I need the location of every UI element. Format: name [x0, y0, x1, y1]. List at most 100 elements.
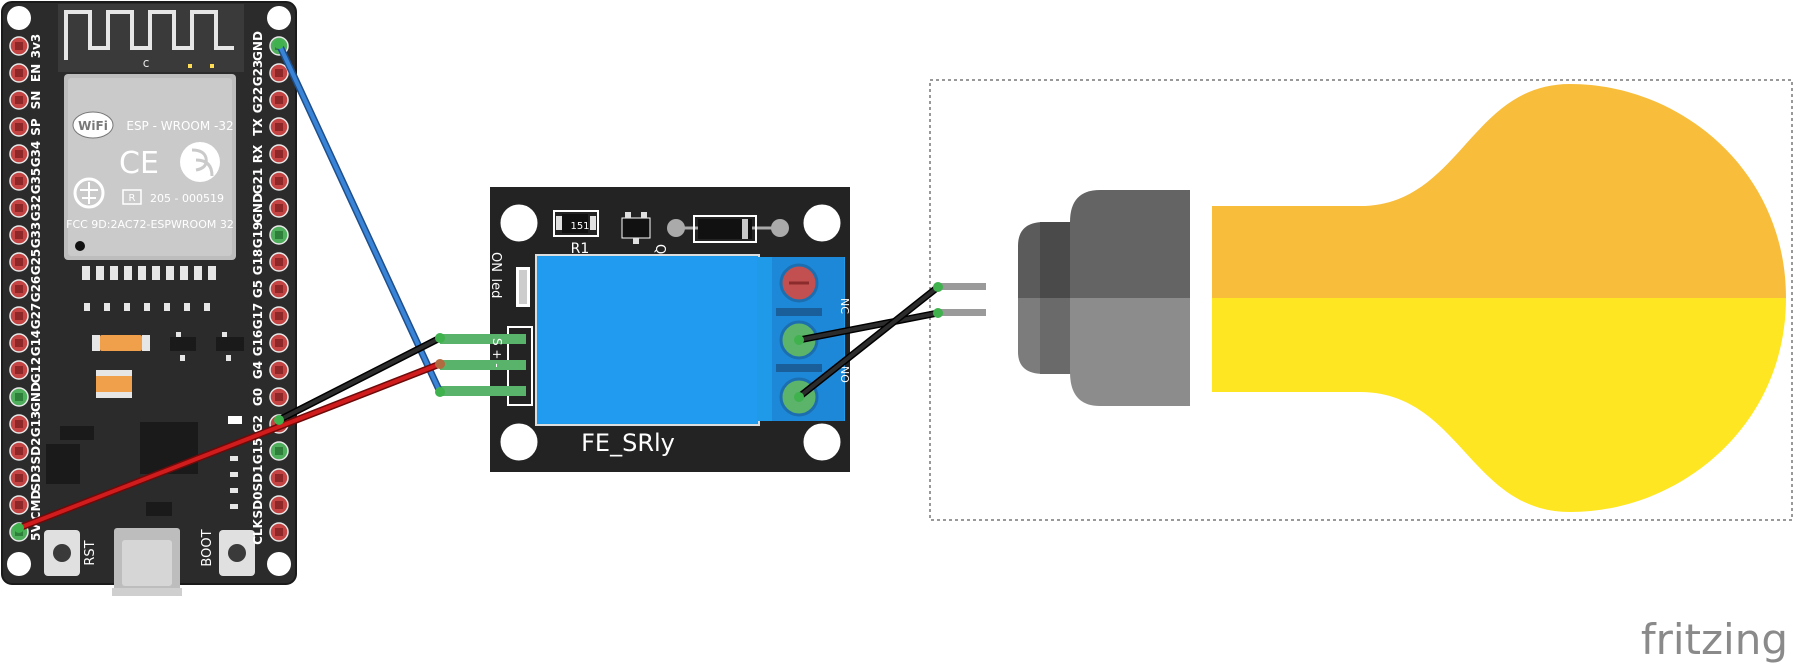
smd-components — [46, 303, 244, 516]
right-pin-socket — [275, 393, 283, 401]
right-pin-socket — [275, 177, 283, 185]
left-pin-socket — [15, 258, 23, 266]
boot-label: BOOT — [200, 529, 215, 566]
mount-hole — [267, 552, 291, 576]
esp32-board: c WiFi ESP - WROOM -32 CE — [1, 1, 297, 596]
relay-name: FE_SRly — [581, 429, 675, 457]
bluetooth-logo — [180, 142, 220, 182]
mount-hole — [497, 201, 541, 245]
right-pin-socket — [275, 69, 283, 77]
left-pin-label: GND — [29, 382, 43, 412]
led-label: ON_led — [488, 252, 503, 298]
left-pin-label: G13 — [29, 411, 43, 438]
left-pin-label: SP — [29, 118, 43, 136]
right-pin-socket — [275, 285, 283, 293]
left-pin-label: CMD — [29, 490, 43, 521]
left-pin-label: G25 — [29, 249, 43, 276]
right-pin-label: G15 — [251, 438, 265, 465]
left-pin-socket — [15, 231, 23, 239]
left-pin-label: EN — [29, 64, 43, 82]
left-pin-label: G34 — [29, 141, 43, 168]
input-pins-label: S + - — [490, 338, 504, 368]
transistor-q1 — [621, 212, 651, 244]
right-pin-label: SD0 — [251, 492, 265, 519]
left-pin-label: G27 — [29, 303, 43, 330]
right-pin-label: TX — [251, 118, 265, 136]
left-pin-socket — [15, 366, 23, 374]
fritzing-watermark: fritzing — [1641, 615, 1788, 664]
fcc-id: FCC 9D:2AC72-ESPWROOM 32 — [66, 218, 234, 231]
right-pin-socket — [275, 447, 283, 455]
right-pin-label: G16 — [251, 330, 265, 357]
module-castellations — [82, 266, 216, 280]
antenna-trace: c — [58, 4, 244, 72]
load-wire-2[interactable] — [797, 285, 940, 399]
right-pin-label: GND — [251, 193, 265, 223]
mount-hole — [800, 420, 844, 464]
left-pin-label: G35 — [29, 168, 43, 195]
selection-box — [929, 79, 1793, 521]
left-pin-label: 3v3 — [29, 34, 43, 59]
relay-module: 151 R1 Q1 ON_led — [440, 187, 851, 472]
usb-connector — [112, 528, 182, 596]
esp-wroom-module: WiFi ESP - WROOM -32 CE R 205 - 000519 F… — [64, 74, 236, 260]
left-pin-label: G33 — [29, 222, 43, 249]
bulb-glass — [1212, 84, 1786, 512]
right-pin-socket — [275, 150, 283, 158]
telec-logo — [73, 177, 105, 209]
left-pin-socket — [15, 474, 23, 482]
rst-button — [44, 530, 80, 576]
right-pin-label: G21 — [251, 168, 265, 195]
terminal-label-no: NO — [838, 366, 851, 383]
load-wire-1[interactable] — [797, 311, 940, 342]
left-pin-socket — [15, 312, 23, 320]
wifi-logo: WiFi — [72, 111, 114, 139]
right-pin-label: G17 — [251, 303, 265, 330]
wire-endpoints — [14, 39, 943, 533]
terminal-label-nc: NC — [838, 298, 851, 314]
signal-wire[interactable] — [277, 42, 442, 394]
right-pin-socket — [275, 528, 283, 536]
right-pin-socket — [275, 96, 283, 104]
left-pin-socket — [15, 501, 23, 509]
right-pin-socket — [275, 501, 283, 509]
bulb-lead — [938, 283, 986, 290]
left-pin-socket — [15, 123, 23, 131]
right-pin-socket — [275, 366, 283, 374]
left-pin-socket — [15, 339, 23, 347]
antenna-mark: c — [143, 56, 150, 70]
flyback-diode — [667, 215, 789, 243]
resistor-label: R1 — [571, 241, 590, 257]
light-bulb — [929, 79, 1793, 521]
right-pin-label: G0 — [251, 388, 265, 406]
power-wire[interactable] — [17, 362, 442, 530]
left-pin-socket — [15, 420, 23, 428]
rst-label: RST — [83, 540, 98, 565]
bulb-lead — [938, 309, 986, 316]
right-pin-label: G23 — [251, 60, 265, 87]
left-pin-label: SN — [29, 91, 43, 110]
wires — [14, 39, 943, 533]
ce-mark: CE — [119, 146, 159, 181]
module-name: ESP - WROOM -32 — [126, 119, 233, 133]
right-pin-socket — [275, 474, 283, 482]
left-pin-label: G12 — [29, 357, 43, 384]
left-pin-label: SD3 — [29, 465, 43, 492]
right-pin-label: RX — [251, 144, 265, 163]
bulb-socket — [1018, 190, 1190, 406]
left-pin-socket — [15, 285, 23, 293]
mount-hole — [7, 6, 31, 30]
input-pin-header — [440, 326, 533, 406]
right-pin-socket — [275, 231, 283, 239]
right-pin-label: G19 — [251, 222, 265, 249]
mount-hole — [497, 420, 541, 464]
ground-wire[interactable] — [277, 336, 442, 422]
right-pin-label: G22 — [251, 87, 265, 114]
right-pin-label: SD1 — [251, 465, 265, 492]
left-pin-header: 3v3 EN SN SP G34G35G32G33G25G26G27G14G12GNDG… — [9, 34, 43, 542]
right-pin-label: G5 — [251, 280, 265, 298]
cert-code: 205 - 000519 — [150, 192, 224, 205]
r-mark: R — [129, 193, 136, 204]
right-pin-socket — [275, 204, 283, 212]
